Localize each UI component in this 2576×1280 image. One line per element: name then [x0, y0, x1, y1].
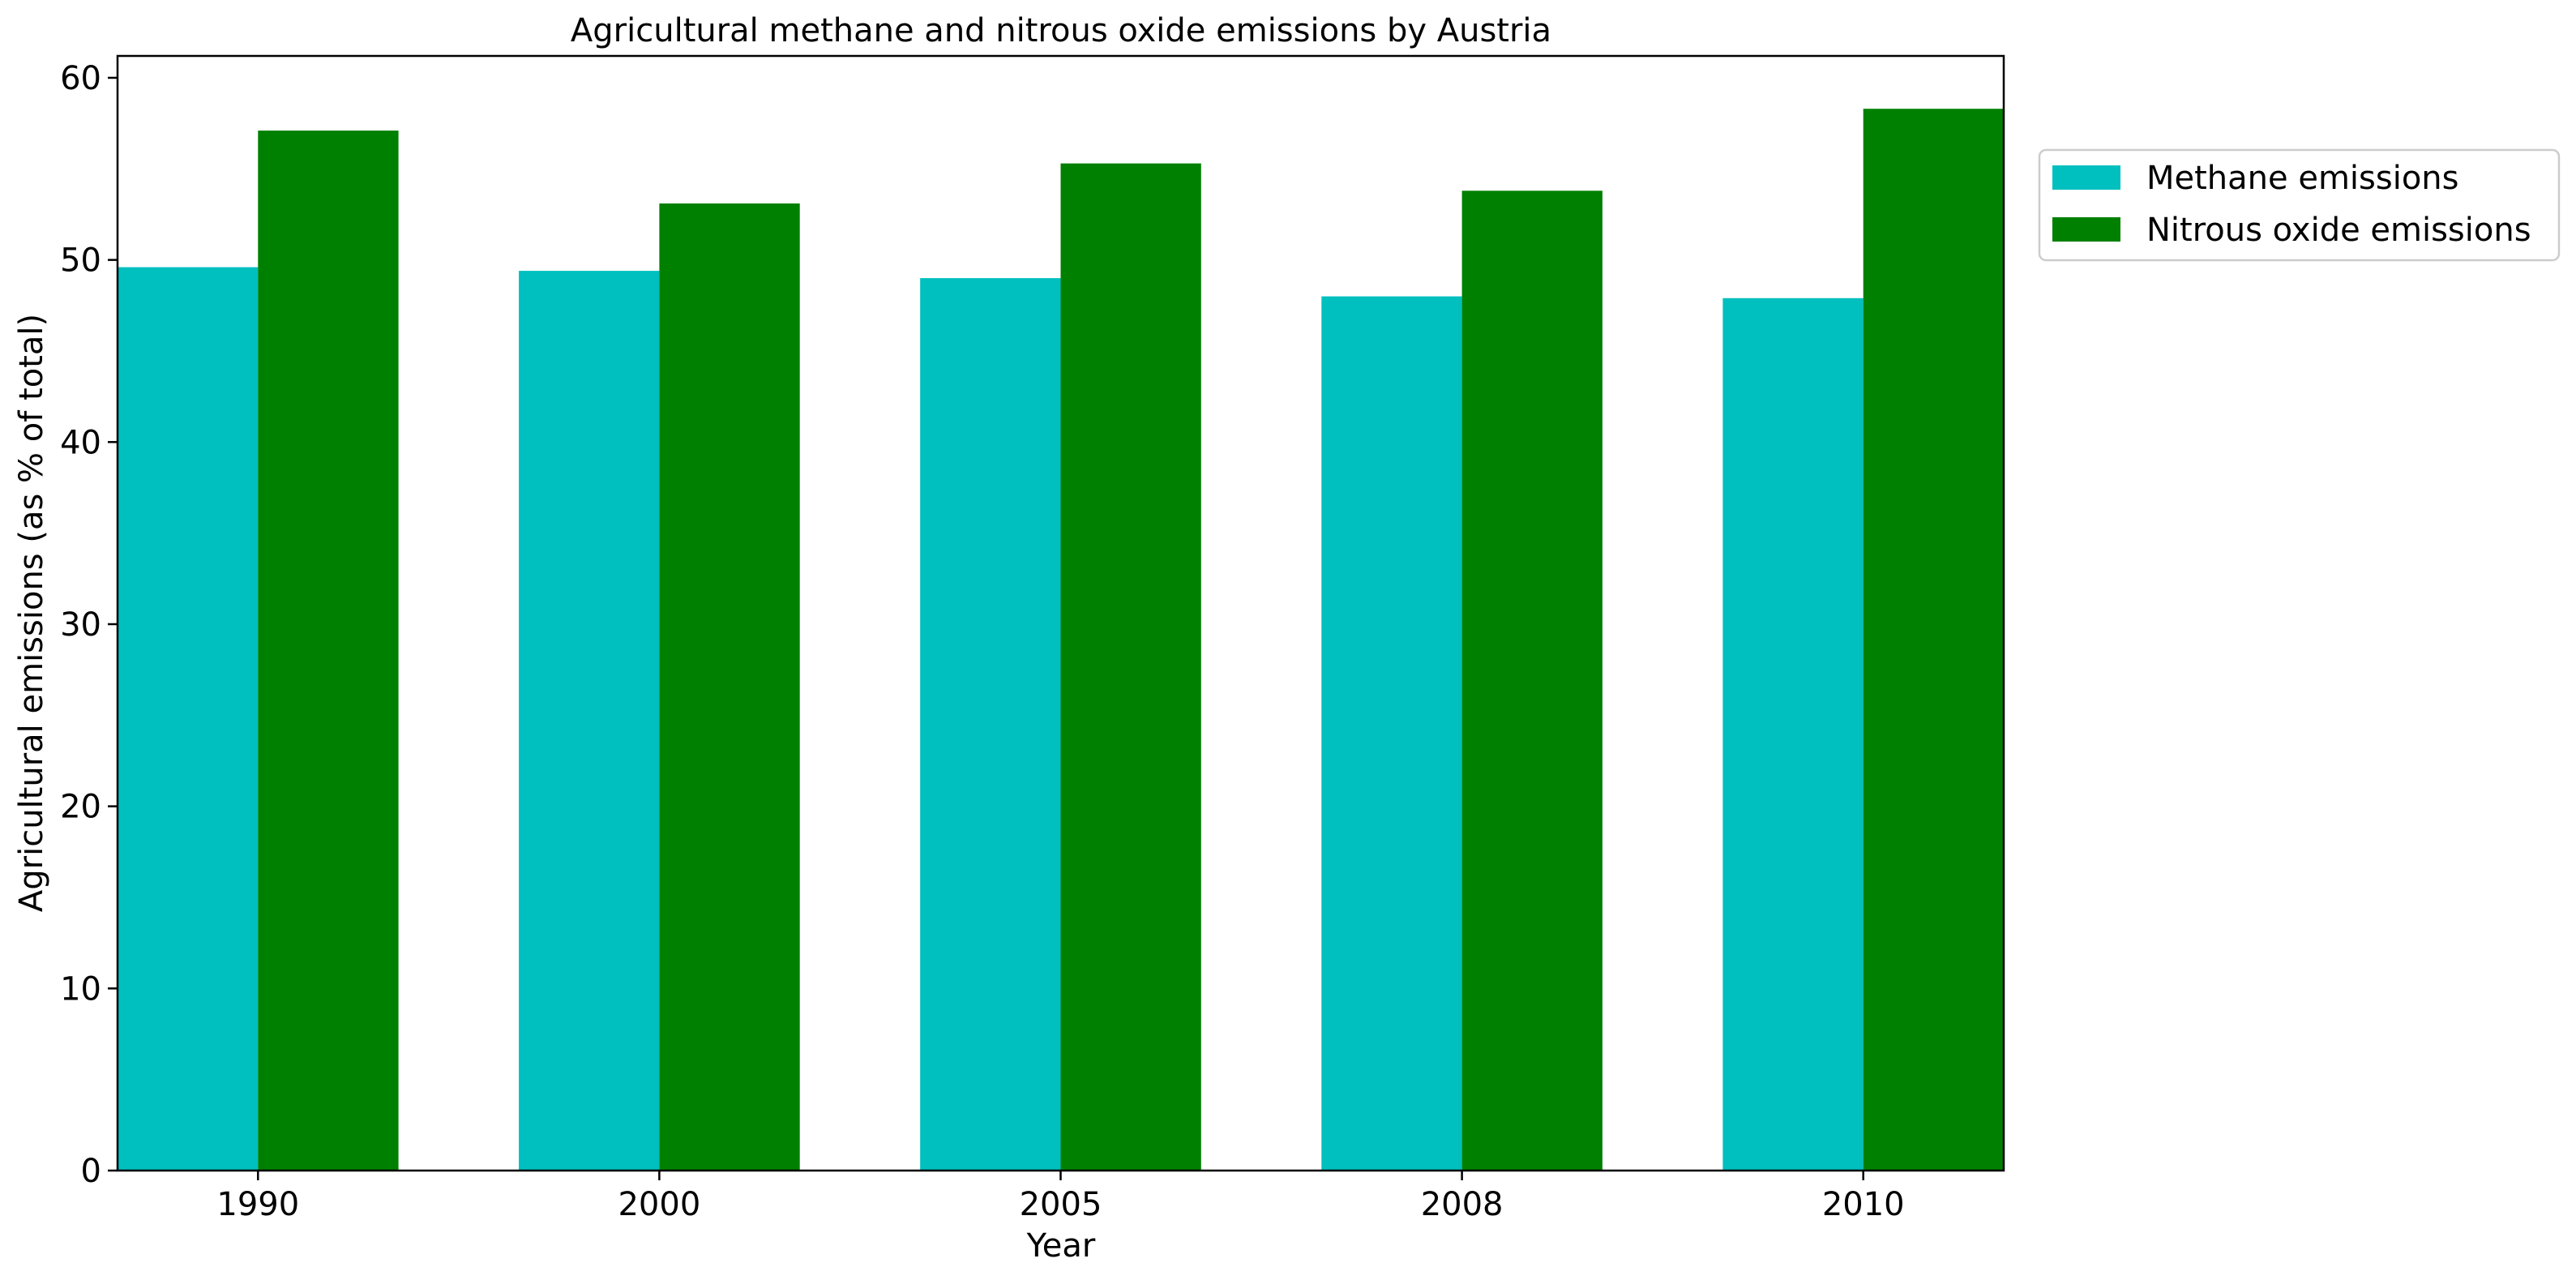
x-axis-label: Year [1026, 1227, 1096, 1265]
x-tick-label: 2000 [618, 1186, 700, 1223]
bar-methane-emissions-1990 [118, 267, 259, 1171]
bar-nitrous-oxide-emissions-2005 [1060, 163, 1201, 1171]
legend-swatch [2052, 217, 2120, 242]
chart-title: Agricultural methane and nitrous oxide e… [571, 12, 1551, 49]
bar-nitrous-oxide-emissions-2010 [1863, 109, 2004, 1171]
legend-box [2038, 148, 2561, 262]
y-tick-label: 20 [60, 789, 101, 826]
y-tick-label: 40 [60, 424, 101, 461]
y-tick-label: 30 [60, 606, 101, 644]
y-tick-label: 10 [60, 970, 101, 1008]
bar-methane-emissions-2005 [920, 278, 1061, 1171]
legend: Methane emissions Nitrous oxide emissions [2038, 148, 2561, 262]
legend-swatch [2052, 165, 2120, 190]
bar-nitrous-oxide-emissions-2008 [1461, 191, 1603, 1171]
legend-label: Methane emissions [2146, 160, 2459, 197]
axes-frame [116, 54, 2005, 1172]
y-tick-label: 60 [60, 60, 101, 97]
bar-methane-emissions-2008 [1321, 296, 1462, 1171]
bar-methane-emissions-2000 [519, 271, 660, 1171]
bar-methane-emissions-2010 [1722, 298, 1864, 1171]
bar-nitrous-oxide-emissions-1990 [258, 131, 399, 1171]
y-axis-label: Agricultural emissions (as % of total) [13, 314, 50, 912]
plot-area: 1990 2000 2005 2008 2010 0 10 20 30 40 50 60 [60, 54, 2005, 1223]
x-tick-label: 2005 [1020, 1186, 1102, 1223]
bar-nitrous-oxide-emissions-2000 [659, 203, 800, 1171]
x-tick-label: 2010 [1822, 1186, 1905, 1223]
x-tick-label: 2008 [1421, 1186, 1504, 1223]
y-tick-label: 50 [60, 242, 101, 280]
legend-label: Nitrous oxide emissions [2146, 212, 2531, 249]
y-tick-label: 0 [81, 1153, 101, 1190]
x-tick-label: 1990 [216, 1186, 299, 1223]
